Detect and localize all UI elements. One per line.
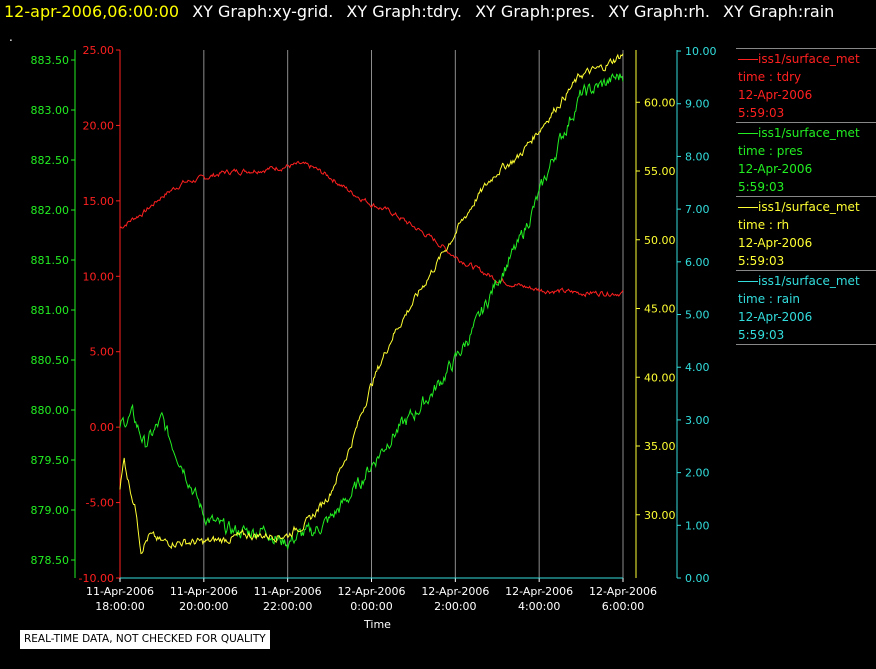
tdry-tick-label: 15.00 (83, 195, 115, 208)
legend-line-rh (738, 207, 758, 208)
x-tick-label-date: 12-Apr-2006 (589, 585, 657, 598)
legend-var: time : tdry (738, 70, 802, 84)
legend-line-tdry (738, 59, 758, 60)
series-line-rh (119, 53, 624, 555)
x-tick-label-time: 4:00:00 (518, 600, 560, 613)
rain-tick-label: 9.00 (685, 98, 710, 111)
x-tick-label-date: 12-Apr-2006 (505, 585, 573, 598)
tdry-tick-label: 25.00 (83, 44, 115, 57)
x-tick-label-date: 11-Apr-2006 (170, 585, 238, 598)
pres-tick-label: 880.50 (31, 354, 70, 367)
pres-tick-label: 879.50 (31, 454, 70, 467)
pres-tick-label: 883.50 (31, 54, 70, 67)
rh-tick-label: 30.00 (644, 509, 676, 522)
tdry-tick-label: -10.00 (79, 572, 114, 585)
rh-tick-label: 55.00 (644, 165, 676, 178)
legend-date: 12-Apr-2006 (738, 88, 813, 102)
status-dot: . (9, 30, 13, 44)
rain-tick-label: 10.00 (685, 45, 717, 58)
pres-tick-label: 878.50 (31, 554, 70, 567)
x-tick-label-time: 20:00:00 (179, 600, 228, 613)
tdry-tick-label: 0.00 (90, 421, 115, 434)
legend-time: 5:59:03 (738, 106, 785, 120)
x-tick-label-time: 0:00:00 (350, 600, 392, 613)
rain-tick-label: 0.00 (685, 572, 710, 585)
graph-title-tdry: XY Graph:tdry. (346, 2, 462, 21)
x-tick-label-time: 2:00:00 (434, 600, 476, 613)
legend-source: iss1/surface_met (758, 126, 860, 140)
legend-source: iss1/surface_met (758, 52, 860, 66)
pres-tick-label: 882.50 (31, 154, 70, 167)
pres-tick-label: 882.00 (31, 204, 70, 217)
legend-date: 12-Apr-2006 (738, 162, 813, 176)
legend-var: time : rh (738, 218, 790, 232)
tdry-tick-label: -5.00 (86, 497, 114, 510)
rain-tick-label: 8.00 (685, 150, 710, 163)
x-tick-label-time: 6:00:00 (602, 600, 644, 613)
pres-tick-label: 881.50 (31, 254, 70, 267)
timestamp: 12-apr-2006,06:00:00 (4, 2, 180, 21)
legend-item-rh: iss1/surface_met time : rh 12-Apr-2006 5… (736, 196, 876, 270)
rh-tick-label: 35.00 (644, 440, 676, 453)
pres-tick-label: 879.00 (31, 504, 70, 517)
graph-title-rh: XY Graph:rh. (608, 2, 710, 21)
x-tick-label-date: 12-Apr-2006 (421, 585, 489, 598)
rh-tick-label: 60.00 (644, 96, 676, 109)
legend-source: iss1/surface_met (758, 274, 860, 288)
graph-title-xy-grid: XY Graph:xy-grid. (192, 2, 334, 21)
legend-date: 12-Apr-2006 (738, 310, 813, 324)
series-line-pres (119, 73, 624, 551)
legend-time: 5:59:03 (738, 328, 785, 342)
legend-item-rain: iss1/surface_met time : rain 12-Apr-2006… (736, 270, 876, 344)
rain-tick-label: 6.00 (685, 256, 710, 269)
rain-tick-label: 5.00 (685, 309, 710, 322)
pres-tick-label: 881.00 (31, 304, 70, 317)
x-tick-label-date: 11-Apr-2006 (254, 585, 322, 598)
pres-tick-label: 880.00 (31, 404, 70, 417)
legend-var: time : rain (738, 292, 801, 306)
graph-title-rain: XY Graph:rain (723, 2, 835, 21)
rh-tick-label: 45.00 (644, 303, 676, 316)
rh-tick-label: 50.00 (644, 234, 676, 247)
quality-warning: REAL-TIME DATA, NOT CHECKED FOR QUALITY (20, 630, 270, 649)
tdry-tick-label: 5.00 (90, 346, 115, 359)
rain-tick-label: 3.00 (685, 414, 710, 427)
x-tick-label-date: 12-Apr-2006 (337, 585, 405, 598)
x-axis-label: Time (363, 618, 391, 631)
tdry-tick-label: 10.00 (83, 270, 115, 283)
legend-item-tdry: iss1/surface_met time : tdry 12-Apr-2006… (736, 48, 876, 122)
legend-item-pres: iss1/surface_met time : pres 12-Apr-2006… (736, 122, 876, 196)
legend-line-rain (738, 281, 758, 282)
legend-time: 5:59:03 (738, 180, 785, 194)
legend-date: 12-Apr-2006 (738, 236, 813, 250)
legend-bottom-rule (736, 344, 876, 345)
rh-tick-label: 40.00 (644, 371, 676, 384)
rain-tick-label: 4.00 (685, 361, 710, 374)
x-tick-label-date: 11-Apr-2006 (86, 585, 154, 598)
legend-var: time : pres (738, 144, 803, 158)
rain-tick-label: 7.00 (685, 203, 710, 216)
rain-tick-label: 1.00 (685, 519, 710, 532)
graph-title-pres: XY Graph:pres. (475, 2, 596, 21)
legend-source: iss1/surface_met (758, 200, 860, 214)
x-tick-label-time: 22:00:00 (263, 600, 312, 613)
pres-tick-label: 883.00 (31, 104, 70, 117)
rain-tick-label: 2.00 (685, 467, 710, 480)
legend-time: 5:59:03 (738, 254, 785, 268)
header-bar: 12-apr-2006,06:00:00 XY Graph:xy-grid. X… (0, 0, 876, 28)
tdry-tick-label: 20.00 (83, 119, 115, 132)
legend: iss1/surface_met time : tdry 12-Apr-2006… (736, 48, 876, 345)
x-tick-label-time: 18:00:00 (95, 600, 144, 613)
series-line-tdry (119, 160, 624, 298)
legend-line-pres (738, 133, 758, 134)
